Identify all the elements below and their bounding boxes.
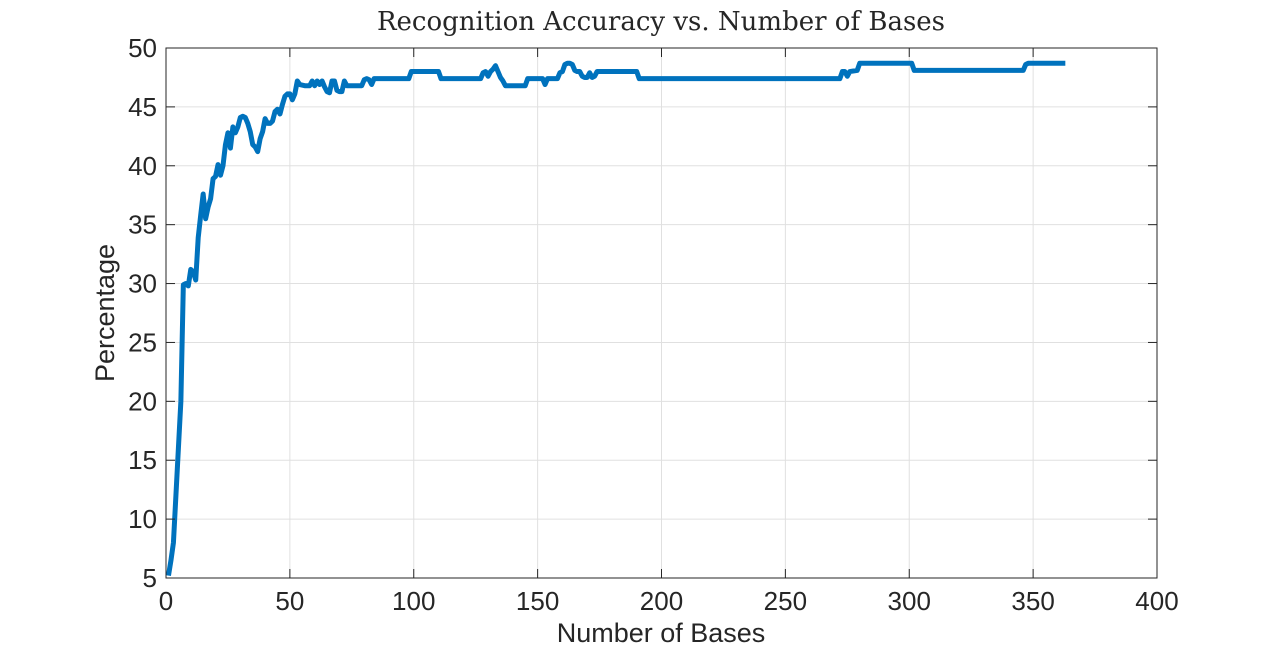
x-tick-label: 400	[1135, 586, 1178, 616]
x-tick-label: 150	[516, 586, 559, 616]
x-tick-label: 300	[888, 586, 931, 616]
x-tick-label: 200	[640, 586, 683, 616]
y-tick-label: 25	[128, 327, 157, 357]
y-tick-label: 35	[128, 210, 157, 240]
tick-layer: 0 50 100 150 200 250 300 350 400 5 10 15 20 25 30 35 40 4…	[128, 33, 1179, 616]
y-tick-label: 20	[128, 386, 157, 416]
x-tick-label: 350	[1011, 586, 1054, 616]
y-tick-label: 30	[128, 269, 157, 299]
series-line	[166, 60, 1066, 577]
y-tick-label: 15	[128, 445, 157, 475]
y-tick-label: 40	[128, 151, 157, 181]
x-tick-label: 50	[275, 586, 304, 616]
chart-title: Recognition Accuracy vs. Number of Bases	[377, 7, 945, 37]
x-tick-label: 100	[392, 586, 435, 616]
grid-layer	[166, 48, 1157, 578]
series-layer	[166, 60, 1066, 577]
y-tick-label: 45	[128, 92, 157, 122]
x-axis-label: Number of Bases	[557, 618, 766, 648]
x-tick-label: 250	[764, 586, 807, 616]
y-tick-label: 5	[143, 563, 157, 593]
y-tick-label: 50	[128, 33, 157, 63]
y-tick-label: 10	[128, 504, 157, 534]
y-axis-label: Percentage	[90, 244, 120, 382]
x-tick-label: 0	[159, 586, 173, 616]
